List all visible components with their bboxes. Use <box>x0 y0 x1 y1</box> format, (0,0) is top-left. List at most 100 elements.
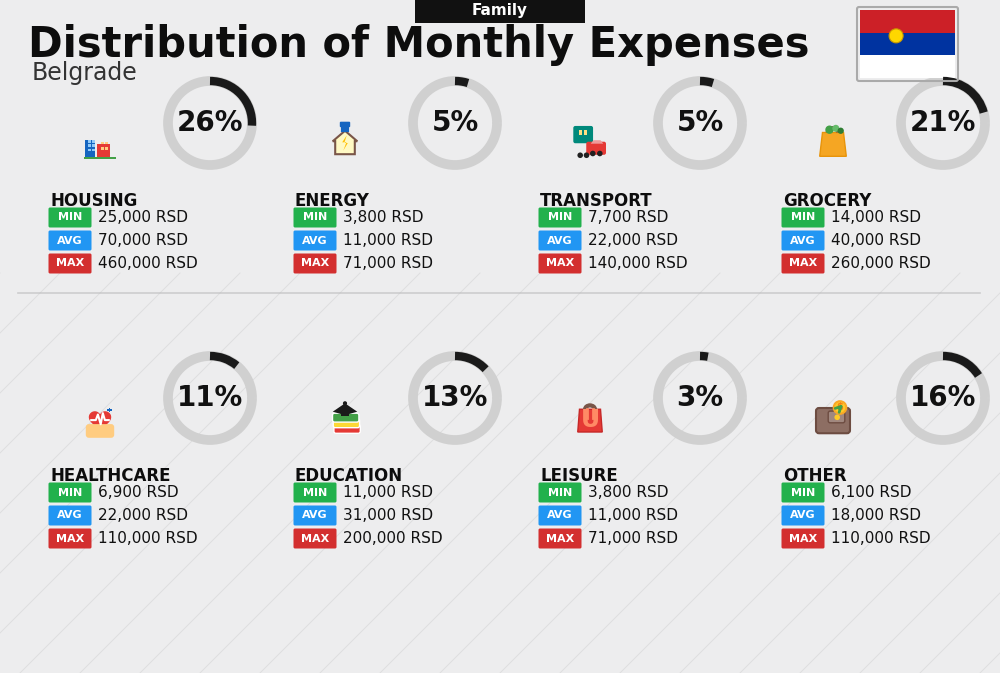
Circle shape <box>838 128 844 134</box>
FancyBboxPatch shape <box>538 505 582 526</box>
FancyBboxPatch shape <box>860 33 955 55</box>
FancyBboxPatch shape <box>48 254 92 273</box>
FancyBboxPatch shape <box>573 126 593 143</box>
Text: OTHER: OTHER <box>783 467 847 485</box>
Text: 11,000 RSD: 11,000 RSD <box>343 485 433 500</box>
FancyBboxPatch shape <box>294 505 336 526</box>
Text: GROCERY: GROCERY <box>783 192 871 210</box>
Text: 70,000 RSD: 70,000 RSD <box>98 233 188 248</box>
Polygon shape <box>333 131 357 154</box>
Text: 25,000 RSD: 25,000 RSD <box>98 210 188 225</box>
Text: 110,000 RSD: 110,000 RSD <box>98 531 198 546</box>
Text: 6,100 RSD: 6,100 RSD <box>831 485 912 500</box>
Polygon shape <box>333 403 357 415</box>
FancyBboxPatch shape <box>101 141 104 145</box>
FancyBboxPatch shape <box>415 0 585 23</box>
Text: 5%: 5% <box>431 109 479 137</box>
FancyBboxPatch shape <box>579 131 582 135</box>
Text: 6,900 RSD: 6,900 RSD <box>98 485 179 500</box>
FancyBboxPatch shape <box>816 408 850 433</box>
FancyBboxPatch shape <box>782 528 824 548</box>
FancyBboxPatch shape <box>782 207 824 227</box>
Text: 11,000 RSD: 11,000 RSD <box>588 508 678 523</box>
FancyBboxPatch shape <box>85 139 95 159</box>
Circle shape <box>597 151 603 156</box>
FancyBboxPatch shape <box>92 149 95 151</box>
FancyBboxPatch shape <box>782 505 824 526</box>
Polygon shape <box>578 409 602 432</box>
FancyBboxPatch shape <box>538 207 582 227</box>
Text: HEALTHCARE: HEALTHCARE <box>50 467 170 485</box>
Circle shape <box>825 125 834 134</box>
Text: 16%: 16% <box>910 384 976 412</box>
Text: 11%: 11% <box>177 384 243 412</box>
FancyBboxPatch shape <box>782 230 824 250</box>
Text: AVG: AVG <box>547 511 573 520</box>
FancyBboxPatch shape <box>48 230 92 250</box>
Text: Distribution of Monthly Expenses: Distribution of Monthly Expenses <box>28 24 810 66</box>
Text: 22,000 RSD: 22,000 RSD <box>588 233 678 248</box>
FancyBboxPatch shape <box>86 424 114 438</box>
Text: 26%: 26% <box>177 109 243 137</box>
Text: AVG: AVG <box>57 236 83 246</box>
Text: 13%: 13% <box>422 384 488 412</box>
FancyBboxPatch shape <box>92 140 95 143</box>
FancyBboxPatch shape <box>105 147 108 150</box>
Text: 460,000 RSD: 460,000 RSD <box>98 256 198 271</box>
FancyBboxPatch shape <box>48 528 92 548</box>
Text: MIN: MIN <box>58 487 82 497</box>
FancyBboxPatch shape <box>92 145 95 147</box>
FancyBboxPatch shape <box>109 408 110 413</box>
FancyBboxPatch shape <box>88 140 91 143</box>
Text: 110,000 RSD: 110,000 RSD <box>831 531 931 546</box>
Text: AVG: AVG <box>790 236 816 246</box>
FancyBboxPatch shape <box>340 122 350 127</box>
Text: 71,000 RSD: 71,000 RSD <box>343 256 433 271</box>
Text: 3,800 RSD: 3,800 RSD <box>588 485 668 500</box>
Text: AVG: AVG <box>547 236 573 246</box>
FancyBboxPatch shape <box>584 131 587 135</box>
Text: U: U <box>580 408 600 432</box>
FancyBboxPatch shape <box>107 409 112 411</box>
Polygon shape <box>342 135 348 151</box>
Text: MAX: MAX <box>56 258 84 269</box>
Text: 260,000 RSD: 260,000 RSD <box>831 256 931 271</box>
Text: MAX: MAX <box>789 258 817 269</box>
Text: Family: Family <box>472 3 528 17</box>
Circle shape <box>584 153 589 158</box>
Text: 5%: 5% <box>676 109 724 137</box>
FancyBboxPatch shape <box>294 230 336 250</box>
Circle shape <box>577 153 583 158</box>
Text: AVG: AVG <box>57 511 83 520</box>
FancyBboxPatch shape <box>538 254 582 273</box>
Text: 22,000 RSD: 22,000 RSD <box>98 508 188 523</box>
Text: MAX: MAX <box>56 534 84 544</box>
FancyBboxPatch shape <box>105 141 108 145</box>
FancyBboxPatch shape <box>294 254 336 273</box>
FancyBboxPatch shape <box>333 419 360 428</box>
Polygon shape <box>90 412 110 431</box>
FancyBboxPatch shape <box>782 483 824 503</box>
Text: MIN: MIN <box>791 487 815 497</box>
Text: HOUSING: HOUSING <box>50 192 137 210</box>
Text: 7,700 RSD: 7,700 RSD <box>588 210 668 225</box>
Text: MAX: MAX <box>789 534 817 544</box>
FancyBboxPatch shape <box>294 207 336 227</box>
Text: 40,000 RSD: 40,000 RSD <box>831 233 921 248</box>
FancyBboxPatch shape <box>84 157 116 159</box>
Text: AVG: AVG <box>790 511 816 520</box>
Text: MIN: MIN <box>303 487 327 497</box>
FancyBboxPatch shape <box>101 147 104 150</box>
Text: MAX: MAX <box>546 258 574 269</box>
Text: 3,800 RSD: 3,800 RSD <box>343 210 424 225</box>
Text: MIN: MIN <box>303 213 327 223</box>
Text: $: $ <box>837 402 843 413</box>
FancyBboxPatch shape <box>860 55 955 78</box>
Circle shape <box>834 401 846 414</box>
Text: MAX: MAX <box>301 258 329 269</box>
FancyBboxPatch shape <box>48 207 92 227</box>
FancyBboxPatch shape <box>586 142 606 155</box>
FancyBboxPatch shape <box>88 149 91 151</box>
Text: 18,000 RSD: 18,000 RSD <box>831 508 921 523</box>
Text: LEISURE: LEISURE <box>540 467 618 485</box>
